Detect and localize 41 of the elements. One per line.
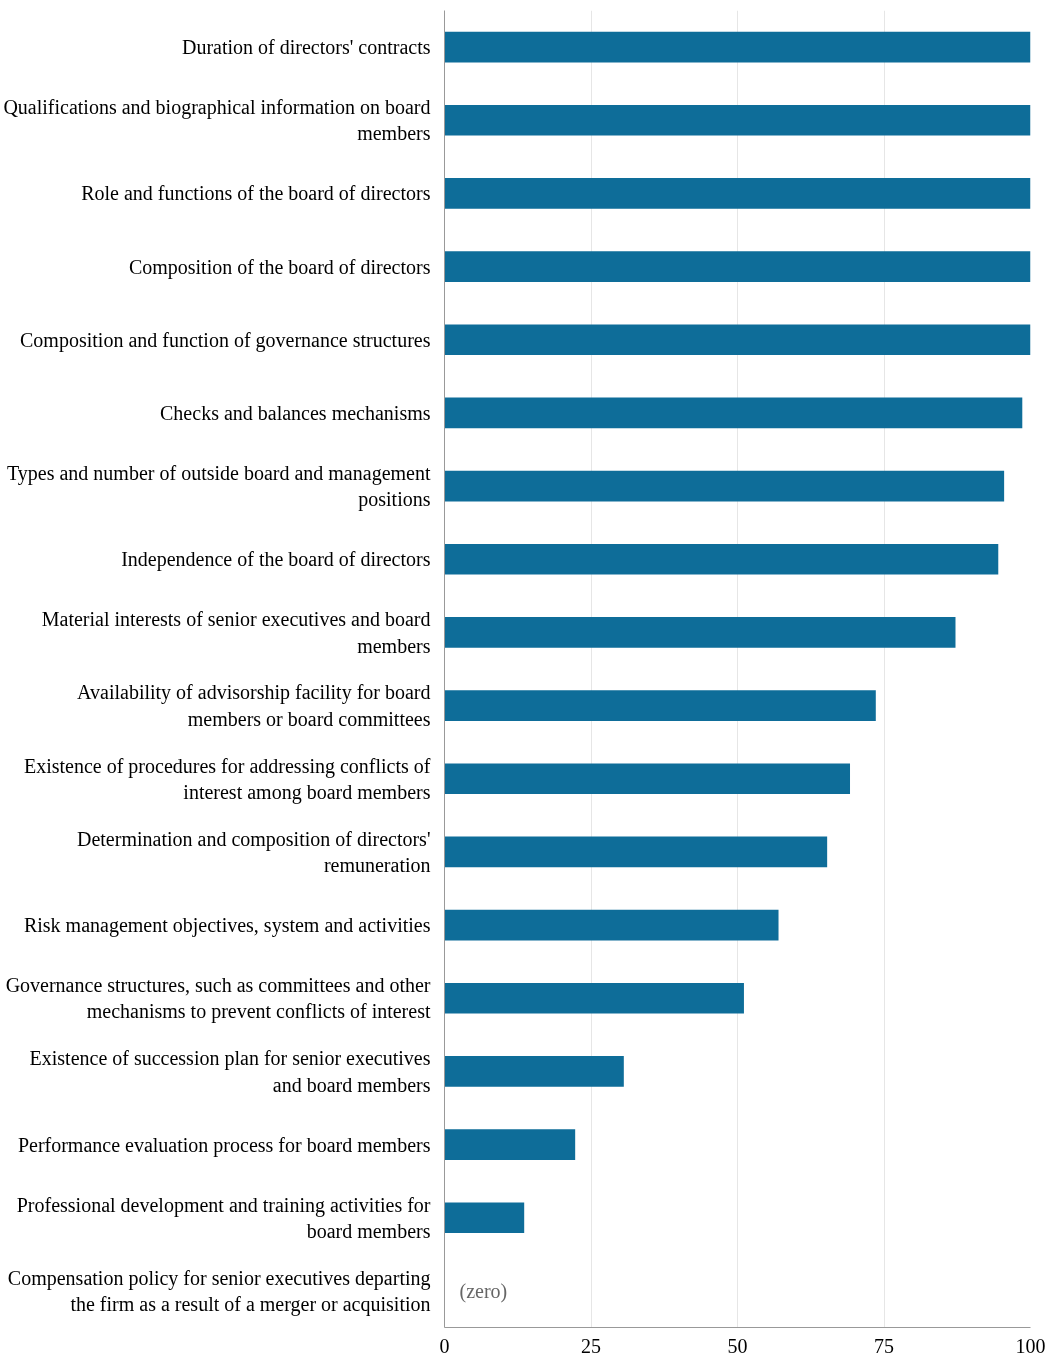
bar bbox=[444, 324, 1031, 356]
y-tick-label: Types and number of outside board and management positions bbox=[7, 461, 431, 512]
y-tick-label: Compensation policy for senior executives departing the firm as a result of a merger or acquisition bbox=[7, 1266, 431, 1317]
y-tick-label: Performance evaluation process for board members bbox=[17, 1133, 431, 1157]
bar bbox=[444, 104, 1031, 136]
y-tick-label: Composition of the board of directors bbox=[128, 255, 431, 279]
y-tick-label: Qualifications and biographical information on board members bbox=[3, 96, 431, 145]
y-tick-label: Existence of succession plan for senior executives and board members bbox=[29, 1047, 431, 1096]
x-tick-label: 0 bbox=[439, 1334, 450, 1357]
y-tick-label: Checks and balances mechanisms bbox=[160, 401, 431, 424]
bar bbox=[444, 543, 999, 575]
bar bbox=[444, 909, 779, 941]
bar bbox=[444, 251, 1031, 282]
bar bbox=[444, 617, 956, 648]
y-tick-label: Availability of advisorship facility for board members or board committees bbox=[77, 681, 431, 730]
y-tick-label: Composition and function of governance structures bbox=[20, 328, 431, 352]
bar bbox=[444, 1202, 525, 1234]
y-tick-label: Governance structures, such as committees and other mechanisms to prevent conflicts of interest bbox=[5, 974, 431, 1024]
y-tick-label: Duration of directors' contracts bbox=[181, 36, 431, 59]
bar bbox=[444, 836, 828, 868]
y-tick-label: Determination and composition of directors' remuneration bbox=[76, 827, 431, 877]
y-tick-label: Material interests of senior executives and board members bbox=[41, 608, 431, 657]
y-tick-label: Professional development and training activities for board members bbox=[16, 1193, 431, 1242]
y-tick-label: Risk management objectives, system and activities bbox=[23, 914, 431, 938]
x-tick-label: 25 bbox=[581, 1334, 601, 1357]
y-tick-label: Independence of the board of directors bbox=[121, 548, 431, 572]
bar bbox=[444, 178, 1031, 209]
bar bbox=[444, 31, 1031, 63]
y-tick-label: Role and functions of the board of directors bbox=[81, 182, 431, 205]
bar bbox=[444, 397, 1023, 429]
x-tick-label: 100 bbox=[1015, 1334, 1046, 1357]
annotation: (zero) bbox=[459, 1279, 508, 1303]
x-tick-label: 75 bbox=[874, 1334, 894, 1357]
y-tick-label: Existence of procedures for addressing conflicts of interest among board members bbox=[23, 754, 431, 804]
bar bbox=[444, 690, 876, 721]
bar bbox=[444, 763, 851, 795]
bar bbox=[444, 1056, 624, 1087]
bar bbox=[444, 1129, 576, 1160]
bar bbox=[444, 982, 744, 1014]
x-tick-label: 50 bbox=[727, 1334, 748, 1357]
bar bbox=[444, 470, 1005, 502]
